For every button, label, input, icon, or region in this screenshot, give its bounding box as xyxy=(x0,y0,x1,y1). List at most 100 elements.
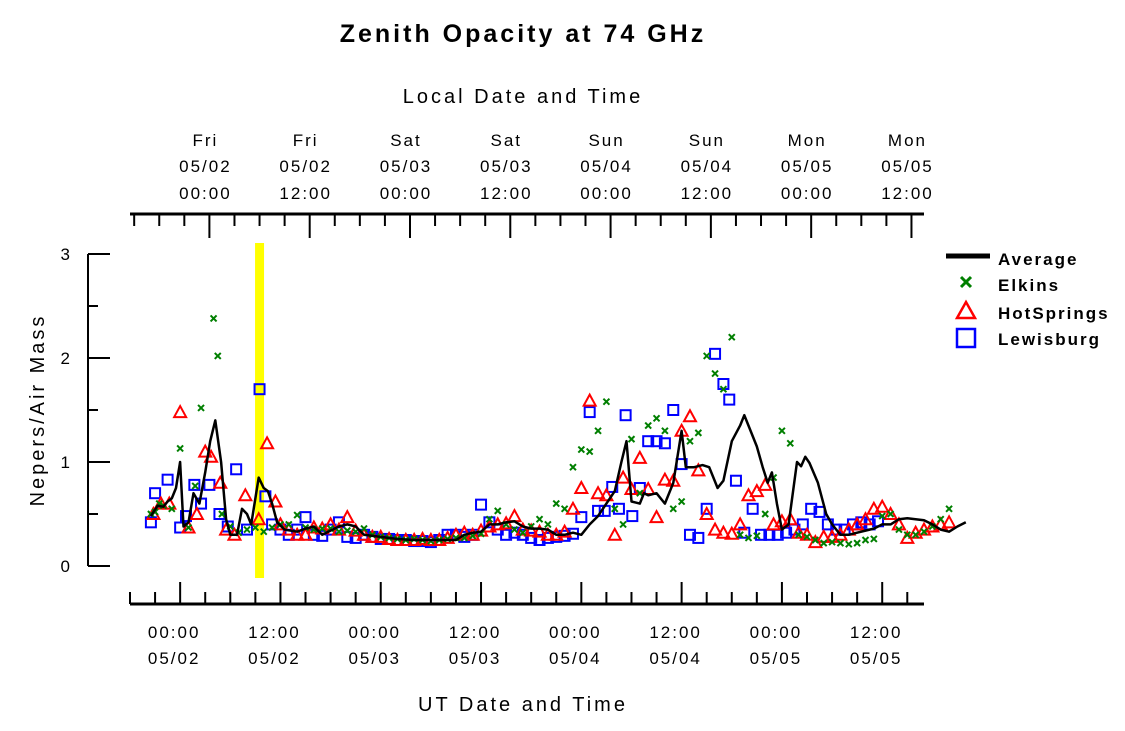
elkins-point-stroke xyxy=(644,421,652,430)
elkins-point xyxy=(260,527,268,536)
hotsprings-point xyxy=(515,521,531,536)
elkins-point-stroke xyxy=(920,527,928,536)
elkins-point-stroke xyxy=(485,515,494,523)
elkins-point-stroke xyxy=(293,511,301,519)
hotsprings-point xyxy=(556,523,573,538)
elkins-point-stroke xyxy=(911,531,920,539)
hotsprings-point xyxy=(259,435,275,450)
chart-title: Zenith Opacity at 74 GHz xyxy=(340,20,707,48)
elkins-point-stroke xyxy=(627,435,636,443)
elkins-point-stroke xyxy=(168,505,176,513)
elkins-point xyxy=(318,524,326,533)
lewisburg-point xyxy=(230,463,243,476)
elkins-point-stroke xyxy=(895,525,903,534)
elkins-point xyxy=(686,437,694,445)
bottom-tick-date: 05/03 xyxy=(449,649,502,668)
elkins-point-stroke xyxy=(577,445,586,454)
lewisburg-point xyxy=(299,511,312,524)
top-tick-time: 00:00 xyxy=(580,184,633,203)
top-tick-date: 05/04 xyxy=(681,157,734,176)
top-tick-time: 12:00 xyxy=(279,184,332,203)
hotsprings-point xyxy=(237,487,254,502)
elkins-point-stroke xyxy=(602,397,611,406)
elkins-point-stroke xyxy=(794,531,803,539)
elkins-point-stroke xyxy=(468,532,477,540)
legend-hotsprings-marker xyxy=(954,299,978,320)
elkins-point xyxy=(845,540,853,548)
elkins-point xyxy=(761,510,769,518)
hotsprings-point xyxy=(531,523,548,538)
elkins-point xyxy=(786,439,794,447)
elkins-point xyxy=(611,505,619,513)
elkins-point xyxy=(552,499,560,508)
elkins-point-stroke xyxy=(686,437,694,445)
elkins-point xyxy=(803,533,811,541)
hotsprings-point xyxy=(540,526,556,541)
lewisburg-point xyxy=(805,502,818,515)
elkins-point xyxy=(652,414,661,423)
elkins-point xyxy=(870,535,878,543)
y-tick-label: 3 xyxy=(61,245,72,264)
elkins-point xyxy=(293,511,301,519)
elkins-point xyxy=(728,333,736,341)
series-layer xyxy=(144,314,967,549)
bottom-tick-date: 05/03 xyxy=(348,649,401,668)
elkins-point-stroke xyxy=(251,523,260,532)
elkins-point xyxy=(209,314,218,323)
elkins-point xyxy=(197,404,205,412)
hotsprings-point xyxy=(615,469,631,484)
bottom-tick-date: 05/04 xyxy=(649,649,702,668)
top-tick-day: Mon xyxy=(888,131,927,150)
series-average xyxy=(149,413,967,542)
elkins-point xyxy=(285,520,293,529)
elkins-point-stroke xyxy=(343,526,352,535)
highlight-band xyxy=(255,243,265,578)
elkins-point-stroke xyxy=(853,539,861,547)
elkins-point-stroke xyxy=(744,534,753,542)
elkins-point-stroke xyxy=(318,524,326,533)
top-tick-day: Fri xyxy=(293,131,319,150)
hotsprings-point xyxy=(607,526,623,541)
elkins-point xyxy=(778,427,786,435)
elkins-point xyxy=(176,444,184,453)
elkins-point xyxy=(535,515,544,523)
elkins-point xyxy=(878,512,886,520)
lewisburg-point xyxy=(723,393,736,406)
bottom-tick-time: 00:00 xyxy=(148,623,201,642)
hotsprings-point xyxy=(172,403,188,419)
top-tick-date: 05/03 xyxy=(380,157,433,176)
lewisburg-point xyxy=(709,347,722,360)
lewisburg-point xyxy=(658,437,671,450)
elkins-point xyxy=(569,463,577,471)
series-elkins xyxy=(147,314,953,548)
elkins-point xyxy=(677,497,686,506)
elkins-point-stroke xyxy=(214,352,222,360)
hotsprings-point xyxy=(866,500,882,515)
elkins-point xyxy=(485,515,494,523)
elkins-point xyxy=(694,429,703,437)
hotsprings-point xyxy=(874,498,890,513)
top-tick-date: 05/02 xyxy=(179,157,232,176)
top-tick-time: 00:00 xyxy=(179,184,232,203)
elkins-point-stroke xyxy=(360,524,368,533)
elkins-point-stroke xyxy=(477,530,485,538)
elkins-point xyxy=(644,421,652,430)
elkins-point xyxy=(711,369,719,378)
elkins-point-stroke xyxy=(861,536,870,544)
hotsprings-point xyxy=(657,471,673,486)
y-axis-label: Nepers/Air Mass xyxy=(27,314,49,507)
top-tick-time: 00:00 xyxy=(380,184,433,203)
elkins-point-stroke xyxy=(243,525,251,534)
hotsprings-point xyxy=(581,392,598,407)
elkins-point xyxy=(360,524,368,533)
bottom-tick-date: 05/05 xyxy=(750,649,803,668)
bottom-tick-time: 12:00 xyxy=(449,623,502,642)
elkins-point xyxy=(937,515,945,523)
axes xyxy=(87,212,924,606)
elkins-point xyxy=(544,520,552,529)
elkins-point xyxy=(794,531,803,539)
hotsprings-point xyxy=(523,522,539,537)
elkins-point-stroke xyxy=(778,427,786,435)
elkins-point xyxy=(191,482,199,490)
